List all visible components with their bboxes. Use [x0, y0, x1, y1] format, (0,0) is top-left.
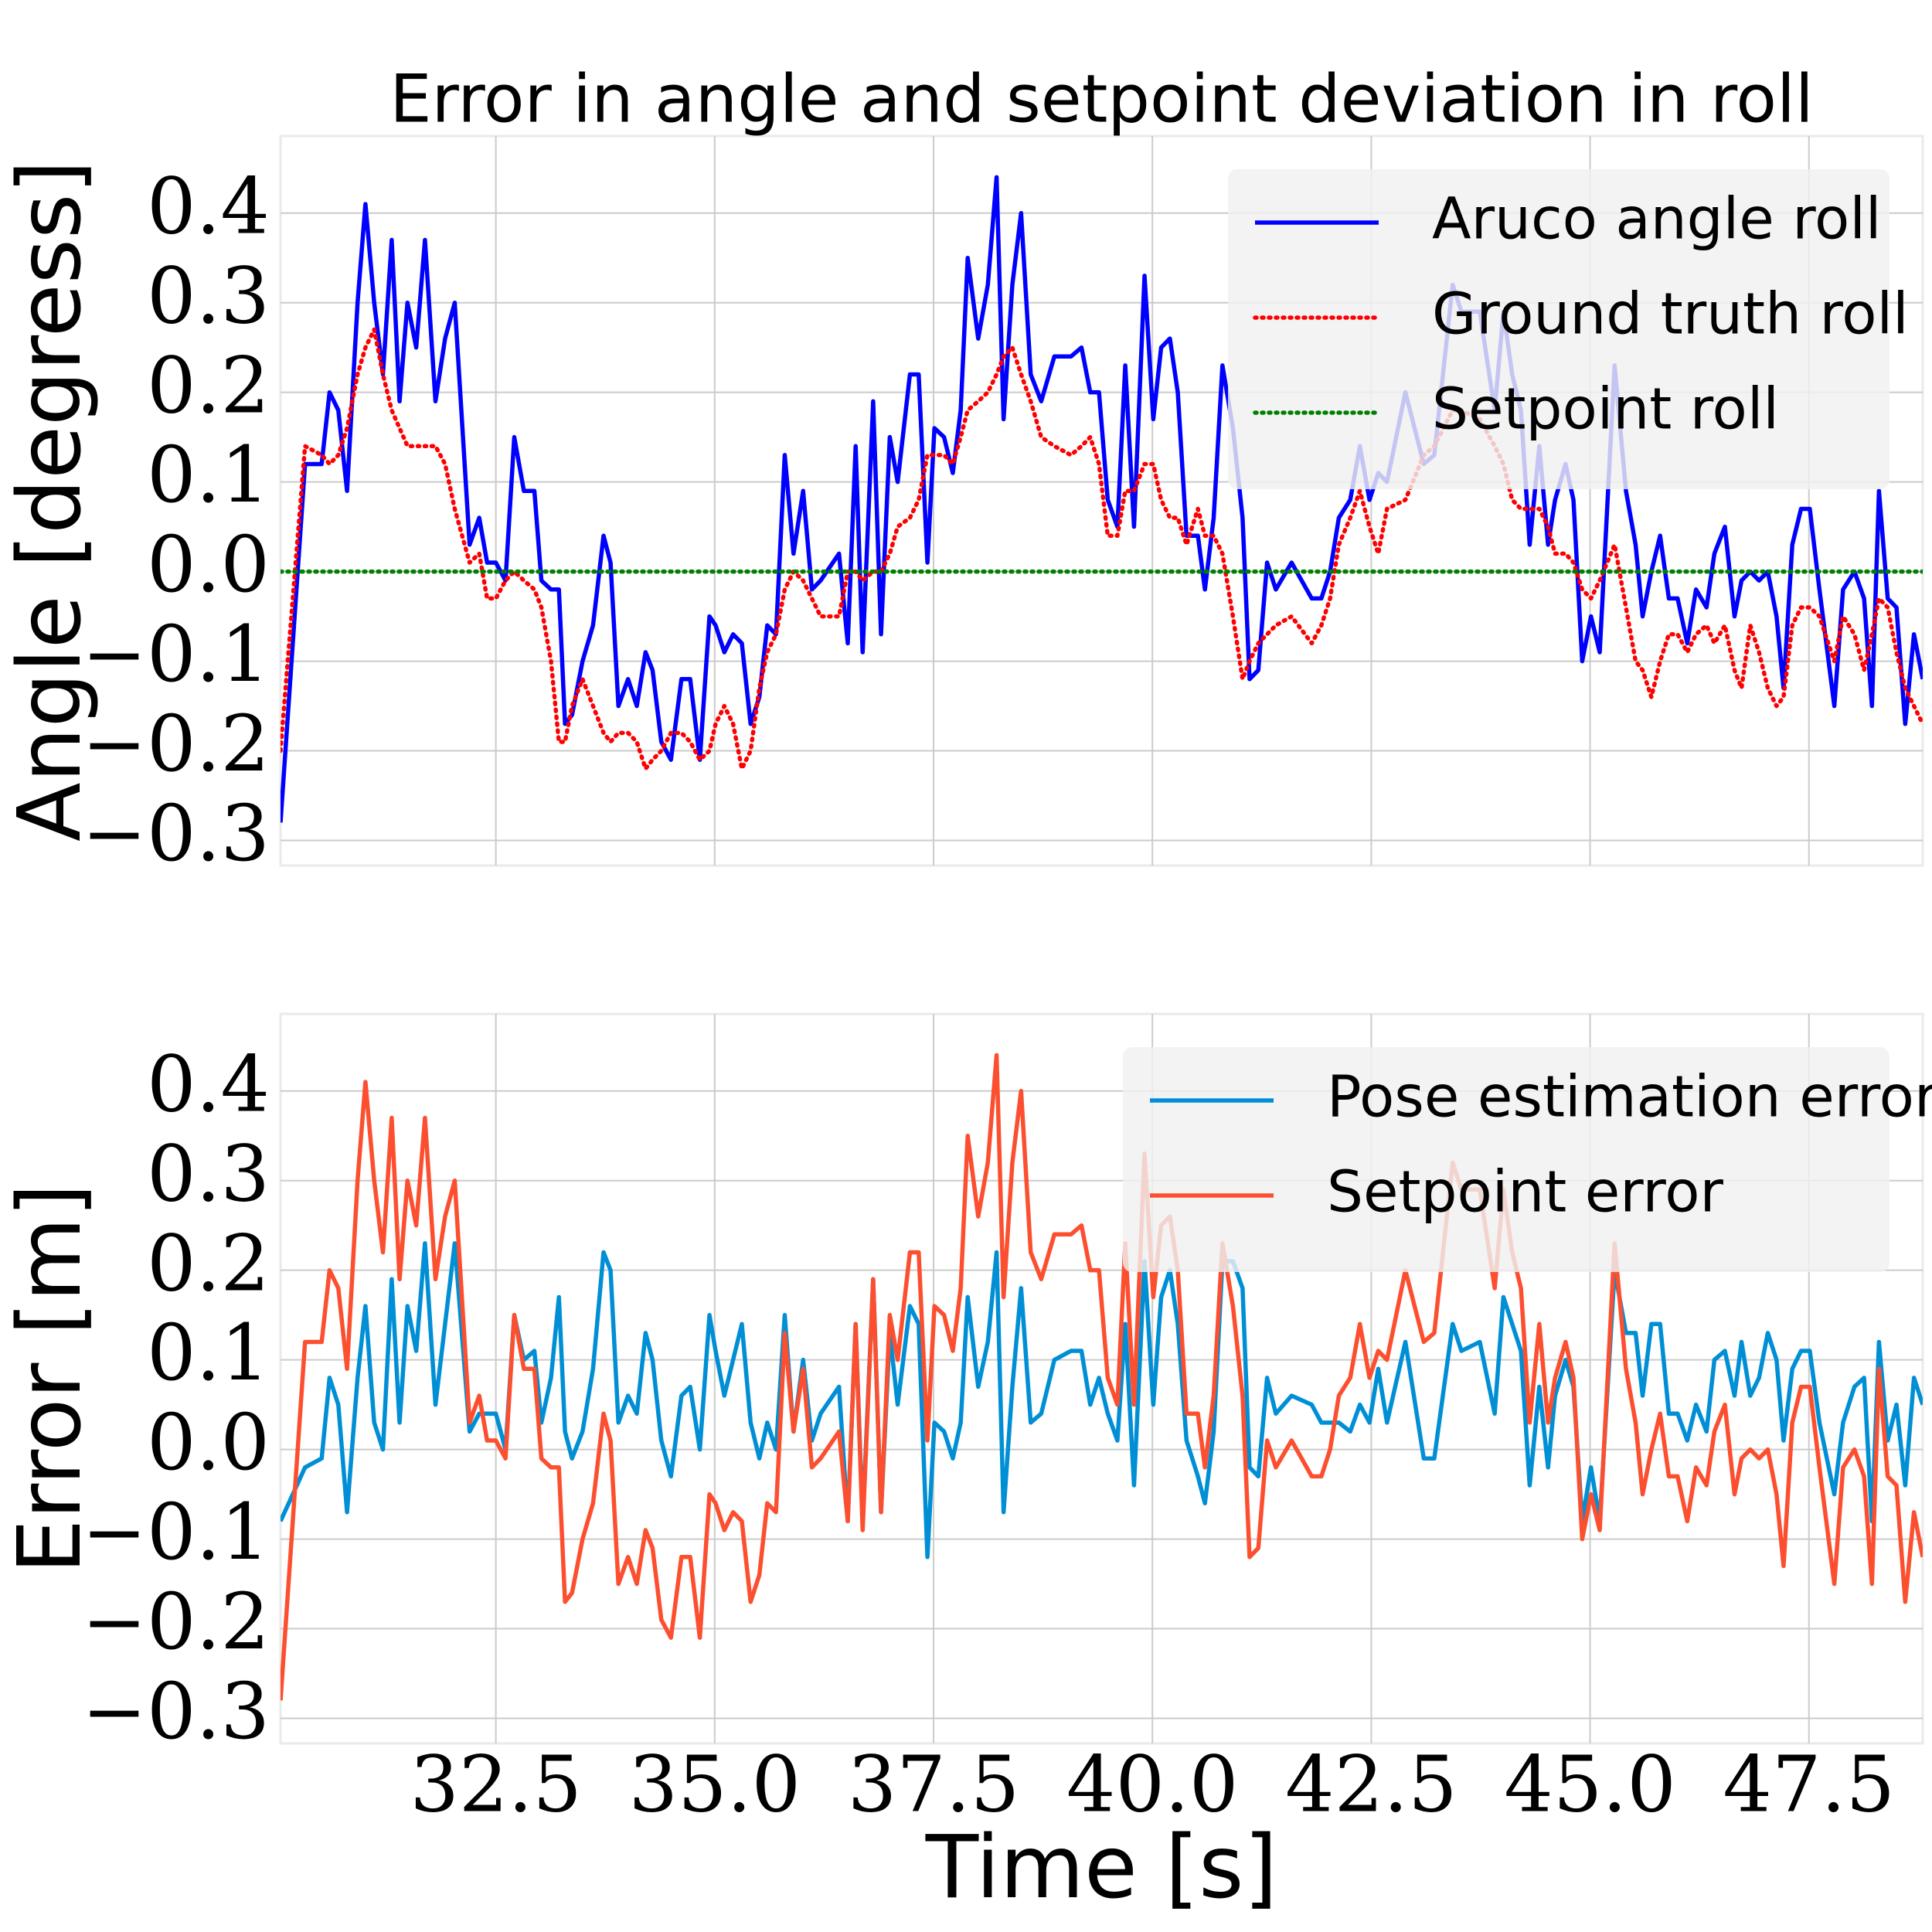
y-tick-label: 0.0	[147, 519, 270, 610]
x-tick-label: 37.5	[848, 1740, 1020, 1830]
y-tick-label: 0.4	[147, 161, 270, 251]
x-tick-label: 45.0	[1504, 1740, 1676, 1830]
y-tick-label: −0.2	[82, 699, 270, 789]
y-tick-label: 0.3	[147, 250, 270, 341]
y-tick-label: 0.1	[147, 1308, 270, 1398]
series-group	[281, 175, 1923, 823]
y-tick-label: −0.2	[82, 1577, 270, 1667]
line-series	[281, 175, 1923, 823]
y-axis-label: Error [m]	[0, 1183, 100, 1573]
y-tick-label: −0.3	[82, 1666, 270, 1757]
x-tick-label: 47.5	[1723, 1740, 1895, 1830]
series-group	[281, 1053, 1923, 1701]
legend-label: Setpoint roll	[1432, 376, 1779, 443]
legend-label: Setpoint error	[1327, 1159, 1723, 1226]
legend-label: Aruco angle roll	[1432, 186, 1881, 253]
legend-label: Ground truth roll	[1432, 281, 1909, 348]
legend-box	[1123, 1047, 1889, 1272]
x-tick-label: 42.5	[1285, 1740, 1458, 1830]
y-tick-label: −0.1	[82, 609, 270, 699]
y-tick-label: −0.3	[82, 788, 270, 879]
y-tick-label: 0.2	[147, 340, 270, 430]
y-tick-label: 0.3	[147, 1128, 270, 1219]
x-tick-label: 40.0	[1066, 1740, 1239, 1830]
legend-label: Pose estimation error	[1327, 1064, 1932, 1131]
y-tick-label: 0.2	[147, 1218, 270, 1308]
y-tick-label: 0.1	[147, 430, 270, 520]
line-series	[281, 1053, 1923, 1701]
line-series	[281, 1241, 1923, 1560]
x-tick-label: 35.0	[629, 1740, 801, 1830]
line-series	[281, 327, 1923, 771]
legend-box	[1228, 169, 1889, 489]
x-axis-label: Time [s]	[925, 1818, 1277, 1918]
y-tick-label: −0.1	[82, 1487, 270, 1577]
y-tick-label: 0.4	[147, 1039, 270, 1129]
y-tick-label: 0.0	[147, 1397, 270, 1488]
chart-title: Error in angle and setpoint deviation in…	[389, 60, 1814, 138]
y-axis-label: Angle [degress]	[0, 160, 100, 842]
x-tick-label: 32.5	[410, 1740, 582, 1830]
